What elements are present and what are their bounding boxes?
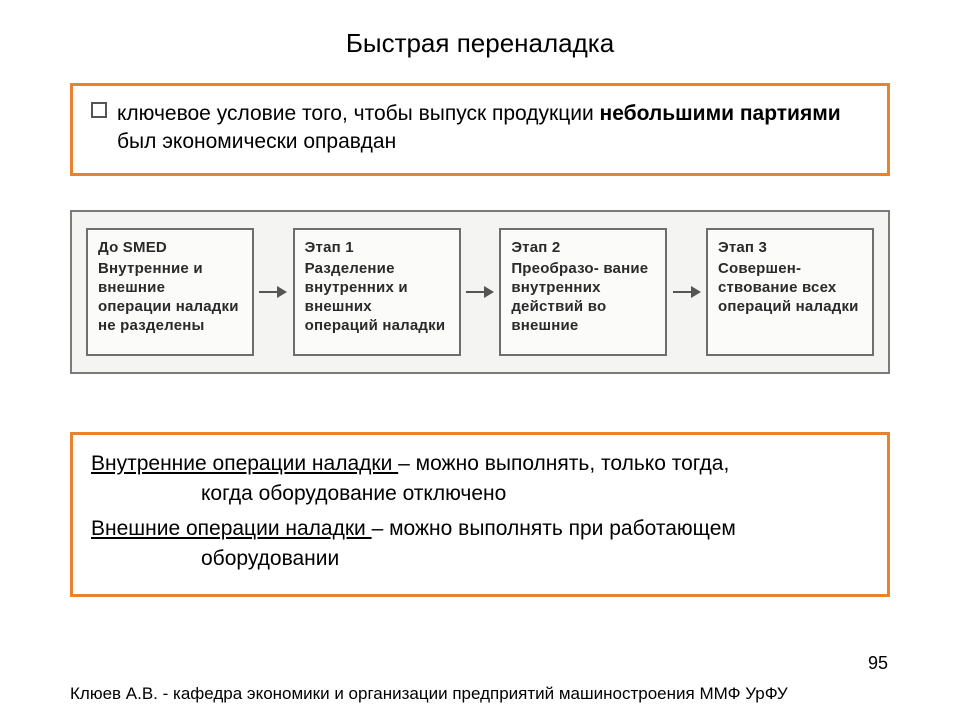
stage-3: Этап 3 Совершен- ствование всех операций… — [706, 228, 874, 356]
def-external-cont: оборудовании — [91, 544, 869, 574]
page-number: 95 — [868, 653, 888, 674]
definitions-box: Внутренние операции наладки – можно выпо… — [70, 432, 890, 598]
def-internal-cont: когда оборудование отключено — [91, 479, 869, 509]
key-condition-box: ключевое условие того, чтобы выпуск прод… — [70, 83, 890, 176]
stage-2: Этап 2 Преобразо- вание внутренних дейст… — [499, 228, 667, 356]
stage-1: Этап 1 Разделение внутренних и внешних о… — [293, 228, 461, 356]
key-condition-text: ключевое условие того, чтобы выпуск прод… — [117, 100, 869, 157]
stage-title: Этап 3 — [718, 238, 862, 257]
bullet-suffix: был экономически оправдан — [117, 130, 396, 153]
stage-before-smed: До SMED Внутренние и внешние операции на… — [86, 228, 254, 356]
stage-title: Этап 2 — [511, 238, 655, 257]
bullet-square-icon — [91, 102, 107, 118]
term-external: Внешние операции наладки — [91, 517, 372, 540]
stage-title: До SMED — [98, 238, 242, 257]
smed-flowchart: До SMED Внутренние и внешние операции на… — [70, 210, 890, 374]
stage-body: Преобразо- вание внутренних действий во … — [511, 260, 648, 335]
stage-body: Разделение внутренних и внешних операций… — [305, 260, 446, 335]
stage-body: Внутренние и внешние операции наладки не… — [98, 260, 239, 335]
definition-external: Внешние операции наладки – можно выполня… — [91, 514, 869, 575]
stage-body: Совершен- ствование всех операций наладк… — [718, 260, 859, 315]
definition-internal: Внутренние операции наладки – можно выпо… — [91, 449, 869, 510]
def-internal-rest: – можно выполнять, только тогда, — [398, 452, 729, 475]
arrow-icon — [259, 284, 287, 300]
bullet-bold: небольшими партиями — [600, 102, 841, 125]
slide-title: Быстрая переналадка — [0, 0, 960, 59]
arrow-icon — [673, 284, 701, 300]
term-internal: Внутренние операции наладки — [91, 452, 398, 475]
stage-title: Этап 1 — [305, 238, 449, 257]
def-external-rest: – можно выполнять при работающем — [372, 517, 736, 540]
arrow-icon — [466, 284, 494, 300]
bullet-prefix: ключевое условие того, чтобы выпуск прод… — [117, 102, 600, 125]
footer-attribution: Клюев А.В. - кафедра экономики и организ… — [70, 684, 788, 704]
